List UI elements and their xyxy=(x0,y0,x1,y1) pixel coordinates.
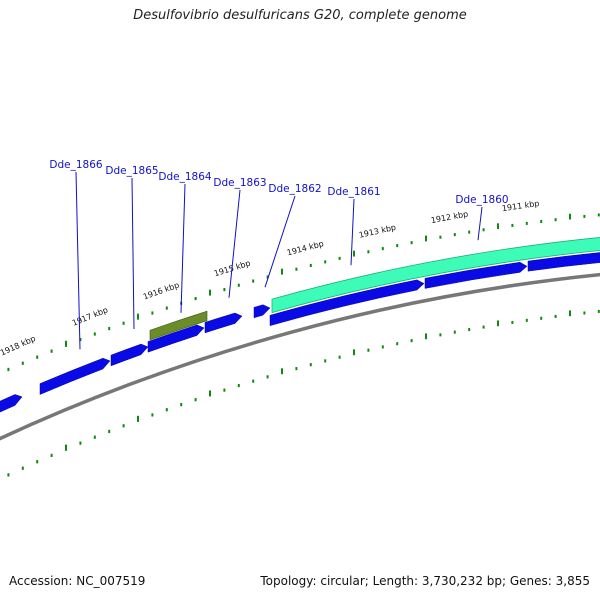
gene-label: Dde_1865 xyxy=(105,165,158,177)
cds-feature xyxy=(527,252,600,272)
rna-feature xyxy=(271,237,600,314)
gene-label: Dde_1866 xyxy=(49,159,103,171)
cds-feature xyxy=(269,279,425,326)
gene-label-leader xyxy=(264,195,296,288)
gene-label-leader xyxy=(131,177,135,329)
genome-summary-text: Topology: circular; Length: 3,730,232 bp… xyxy=(260,574,590,588)
cds-feature xyxy=(0,394,23,413)
genome-backbone xyxy=(0,272,600,441)
gene-label-leader xyxy=(350,198,355,266)
gene-label-leader xyxy=(75,171,81,350)
cds-feature xyxy=(253,304,271,319)
cds-feature xyxy=(110,343,149,367)
gene-label: Dde_1862 xyxy=(268,183,321,195)
cds-feature xyxy=(39,357,111,395)
kbp-tick-label: 1917 kbp xyxy=(71,305,109,327)
gene-label-leader xyxy=(180,183,186,313)
cds-feature xyxy=(147,324,205,353)
kbp-tick-label: 1912 kbp xyxy=(430,209,469,225)
kbp-tick-label: 1918 kbp xyxy=(0,334,37,358)
accession-text: Accession: NC_007519 xyxy=(9,574,146,588)
genome-title: Desulfovibrio desulfuricans G20, complet… xyxy=(133,8,467,23)
cds-feature xyxy=(424,261,528,289)
gene-label: Dde_1863 xyxy=(213,177,266,189)
gene-label-leader xyxy=(477,206,483,241)
gene-label: Dde_1860 xyxy=(455,194,508,206)
gene-label-leader xyxy=(228,189,241,298)
kbp-tick-label: 1913 kbp xyxy=(358,223,397,240)
highlighted-feature xyxy=(149,310,208,341)
kbp-tick-label: 1914 kbp xyxy=(286,239,325,257)
gene-label: Dde_1861 xyxy=(327,186,380,198)
gene-label: Dde_1864 xyxy=(158,171,212,183)
kbp-tick-label: 1916 kbp xyxy=(142,280,181,301)
cds-feature xyxy=(204,312,243,334)
